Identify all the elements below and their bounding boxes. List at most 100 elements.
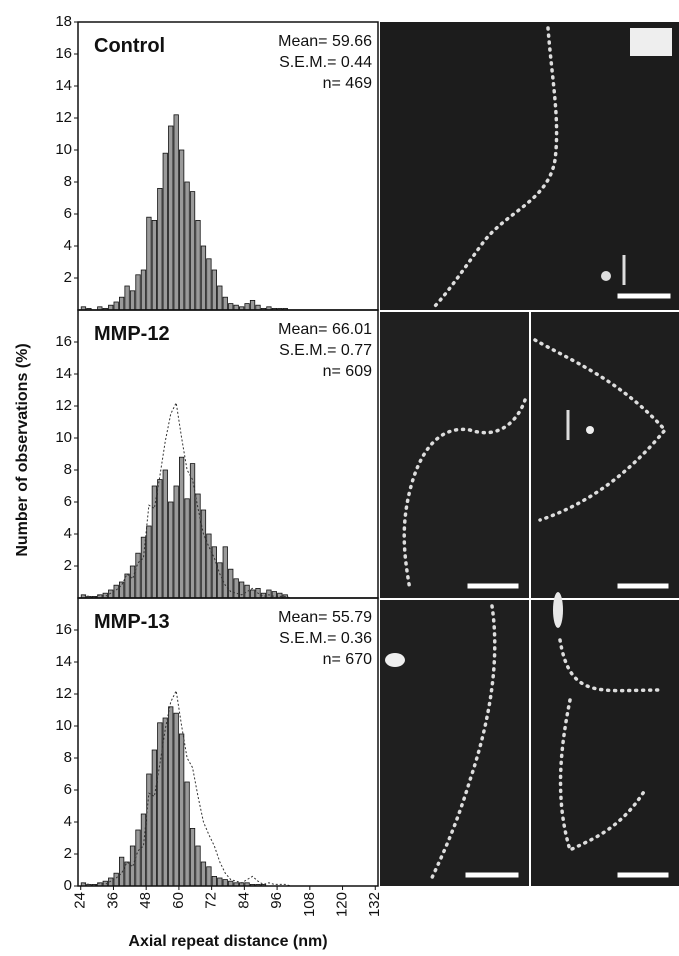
y-tick-label: 2 xyxy=(64,269,72,286)
y-tick-label: 16 xyxy=(55,621,72,638)
bar xyxy=(173,485,179,599)
bar xyxy=(195,219,201,311)
bar xyxy=(140,813,147,887)
bar xyxy=(195,845,201,887)
bar xyxy=(179,733,185,887)
x-tick-label: 84 xyxy=(235,892,252,909)
annotation: Mean= 55.79 xyxy=(278,609,372,626)
x-tick-label: 120 xyxy=(334,892,351,917)
y-tick-label: 6 xyxy=(64,781,72,798)
bar xyxy=(135,274,141,311)
x-tick-label: 24 xyxy=(72,892,89,909)
bar xyxy=(129,290,136,311)
bar xyxy=(157,479,163,599)
afm-spot xyxy=(385,653,405,667)
bar xyxy=(189,191,196,311)
y-tick-label: 16 xyxy=(55,333,72,350)
y-tick-label: 4 xyxy=(64,237,72,254)
bar xyxy=(211,269,217,311)
bar xyxy=(162,717,168,887)
bar xyxy=(206,866,212,887)
bar xyxy=(119,296,125,311)
afm-image xyxy=(380,22,679,310)
bar xyxy=(217,562,223,599)
bar xyxy=(222,546,228,599)
plot-frame xyxy=(77,597,379,887)
bar xyxy=(168,706,174,887)
bar xyxy=(146,773,152,887)
afm-image xyxy=(531,600,679,886)
y-tick-label: 12 xyxy=(55,397,72,414)
bar xyxy=(189,463,196,599)
y-tick-label: 10 xyxy=(55,429,72,446)
bar xyxy=(140,269,147,311)
y-tick-label: 8 xyxy=(64,461,72,478)
bar xyxy=(151,485,157,599)
x-axis-label: Axial repeat distance (nm) xyxy=(128,933,327,950)
y-tick-label: 14 xyxy=(55,653,72,670)
x-tick-label: 36 xyxy=(104,892,121,909)
bar xyxy=(146,216,152,311)
y-tick-label: 4 xyxy=(64,813,72,830)
afm-image xyxy=(380,600,529,886)
bar xyxy=(162,152,168,311)
bar xyxy=(108,589,114,599)
bar xyxy=(173,712,179,887)
bar xyxy=(108,877,114,887)
y-tick-label: 6 xyxy=(64,205,72,222)
afm-image xyxy=(531,312,679,598)
bar xyxy=(135,829,141,887)
fibril xyxy=(402,398,527,592)
fibril xyxy=(428,604,497,884)
bar xyxy=(222,296,228,311)
bar xyxy=(189,828,196,887)
afm-image xyxy=(380,312,529,598)
bar xyxy=(244,303,250,311)
bar xyxy=(168,125,174,311)
annotation: S.E.M.= 0.44 xyxy=(279,54,372,71)
bar xyxy=(157,722,163,887)
panel-title: MMP-12 xyxy=(94,323,170,345)
fibril xyxy=(558,638,662,853)
annotation: Mean= 59.66 xyxy=(278,33,372,50)
bar xyxy=(228,568,234,599)
y-tick-label: 12 xyxy=(55,685,72,702)
y-tick-label: 6 xyxy=(64,493,72,510)
bar xyxy=(179,456,185,599)
annotation: S.E.M.= 0.77 xyxy=(279,342,372,359)
bar xyxy=(217,285,223,311)
y-tick-label: 12 xyxy=(55,109,72,126)
afm-spot xyxy=(601,271,611,281)
bar xyxy=(124,285,130,311)
afm-spot xyxy=(630,28,672,56)
bar xyxy=(151,749,157,887)
panel-title: MMP-13 xyxy=(94,611,170,633)
y-tick-label: 0 xyxy=(64,877,72,894)
bar xyxy=(200,861,207,887)
bar xyxy=(206,533,212,599)
bar xyxy=(184,181,190,311)
bar xyxy=(140,536,147,599)
bar xyxy=(124,573,130,599)
bar xyxy=(129,565,136,599)
bar xyxy=(119,856,125,887)
bar xyxy=(162,469,168,599)
bar xyxy=(124,861,130,887)
y-tick-label: 8 xyxy=(64,173,72,190)
y-tick-label: 14 xyxy=(55,365,72,382)
y-tick-label: 16 xyxy=(55,45,72,62)
y-axis-label: Number of observations (%) xyxy=(14,343,31,556)
x-tick-label: 72 xyxy=(203,892,220,909)
bar xyxy=(239,581,245,599)
annotation: Mean= 66.01 xyxy=(278,321,372,338)
annotation: n= 469 xyxy=(323,75,372,92)
reference-outline xyxy=(83,689,373,887)
x-tick-label: 108 xyxy=(301,892,318,917)
afm-images xyxy=(380,22,679,886)
annotation: n= 609 xyxy=(323,363,372,380)
bar xyxy=(113,584,119,599)
bar xyxy=(200,245,207,311)
y-tick-label: 2 xyxy=(64,845,72,862)
bar xyxy=(179,149,185,311)
